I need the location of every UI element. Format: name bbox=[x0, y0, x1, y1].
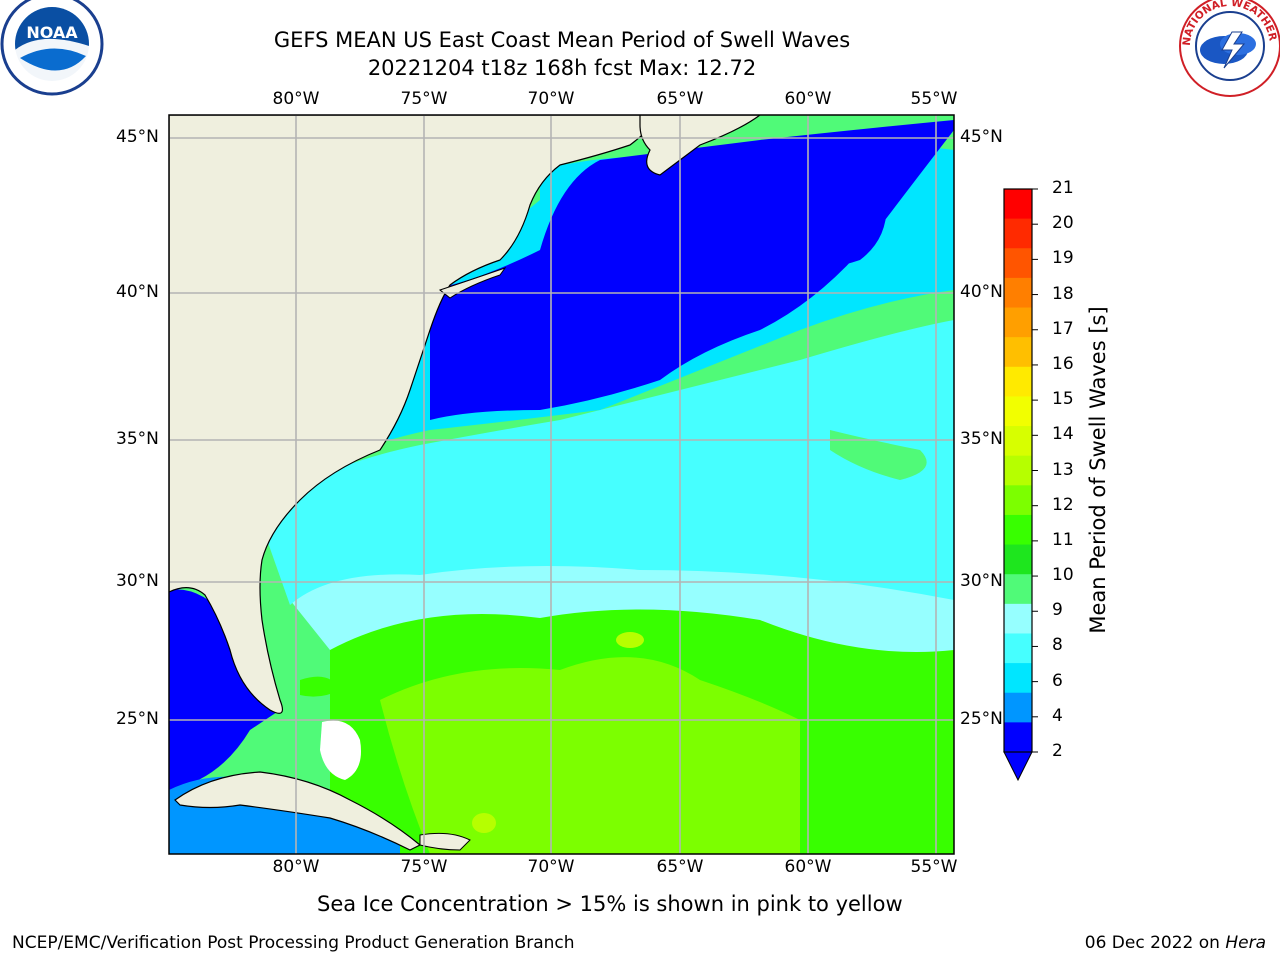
colorbar-segment bbox=[1004, 574, 1032, 605]
lon-label-bottom: 80°W bbox=[272, 857, 320, 877]
nova-scotia-land bbox=[639, 115, 762, 176]
colorbar-segment bbox=[1004, 544, 1032, 575]
colorbar-tick-label: 21 bbox=[1052, 178, 1074, 198]
colorbar-tick-label: 19 bbox=[1052, 248, 1074, 269]
lat-label-right: 45°N bbox=[960, 127, 1003, 147]
lon-label-bottom: 65°W bbox=[656, 857, 704, 877]
colorbar-segment bbox=[1004, 277, 1032, 309]
colorbar-segment bbox=[1004, 603, 1032, 634]
lon-label-top: 70°W bbox=[527, 89, 575, 109]
colorbar-tick-label: 11 bbox=[1052, 529, 1074, 550]
lon-label-top: 60°W bbox=[784, 89, 832, 109]
lat-label-left: 45°N bbox=[116, 127, 159, 147]
noaa-logo-text: NOAA bbox=[26, 23, 78, 42]
colorbar-tick-label: 8 bbox=[1052, 635, 1063, 656]
footer-date-text: 06 Dec 2022 on bbox=[1084, 933, 1226, 953]
colorbar-title: Mean Period of Swell Waves [s] bbox=[1086, 306, 1110, 634]
nws-logo-text: NATIONAL WEATHER SERVICE bbox=[0, 0, 1279, 46]
footer-machine: Hera bbox=[1225, 933, 1266, 953]
nws-logo: NATIONAL WEATHER SERVICE bbox=[0, 0, 1280, 97]
lon-label-bottom: 55°W bbox=[910, 857, 958, 877]
lat-label-right: 25°N bbox=[960, 709, 1003, 729]
bahamas-shallow bbox=[320, 720, 361, 780]
colorbar-tick-label: 2 bbox=[1052, 741, 1063, 761]
colorbar-segment bbox=[1004, 396, 1032, 427]
colorbar-segment bbox=[1004, 633, 1032, 664]
colorbar-tick-label: 12 bbox=[1052, 494, 1074, 515]
colorbar-segment bbox=[1004, 722, 1032, 753]
chart-title-line1: GEFS MEAN US East Coast Mean Period of S… bbox=[273, 28, 851, 52]
lat-label-left: 40°N bbox=[116, 282, 159, 302]
swell-6s-region bbox=[260, 320, 954, 605]
colorbar bbox=[1003, 188, 1038, 782]
colorbar-tick-label: 16 bbox=[1052, 353, 1074, 374]
chart-title-line2: 20221204 t18z 168h fcst Max: 12.72 bbox=[367, 56, 757, 80]
colorbar-segment bbox=[1004, 337, 1032, 368]
lon-label-top: 65°W bbox=[656, 89, 704, 109]
colorbar-tick-label: 6 bbox=[1052, 670, 1063, 691]
colorbar-tick-label: 17 bbox=[1052, 318, 1074, 339]
colorbar-segment bbox=[1004, 663, 1032, 694]
colorbar-tick-label: 20 bbox=[1052, 213, 1074, 234]
colorbar-tick-label: 13 bbox=[1052, 459, 1074, 480]
colorbar-extend-triangle bbox=[1003, 751, 1033, 782]
lon-label-bottom: 60°W bbox=[784, 857, 832, 877]
gulf-of-mexico-low-swell bbox=[169, 589, 280, 790]
colorbar-tick-label: 9 bbox=[1052, 600, 1063, 621]
lon-label-bottom: 70°W bbox=[527, 857, 575, 877]
colorbar-tick-label: 18 bbox=[1052, 283, 1074, 304]
swell-12s-region bbox=[380, 657, 800, 854]
colorbar-segment bbox=[1004, 366, 1032, 397]
colorbar-tick-label: 10 bbox=[1052, 565, 1074, 586]
sea-ice-note: Sea Ice Concentration > 15% is shown in … bbox=[317, 892, 903, 916]
colorbar-segment bbox=[1004, 426, 1032, 457]
lon-label-top: 80°W bbox=[272, 89, 320, 109]
colorbar-segment bbox=[1004, 485, 1032, 516]
colorbar-tick-label: 15 bbox=[1052, 389, 1074, 410]
lat-label-right: 35°N bbox=[960, 429, 1003, 449]
lon-label-top: 55°W bbox=[910, 89, 958, 109]
lat-label-left: 35°N bbox=[116, 429, 159, 449]
colorbar-segment bbox=[1004, 248, 1032, 279]
lat-label-left: 25°N bbox=[116, 709, 159, 729]
map-frame bbox=[168, 114, 955, 855]
colorbar-segment bbox=[1004, 218, 1032, 249]
lat-label-left: 30°N bbox=[116, 571, 159, 591]
lat-label-right: 40°N bbox=[960, 282, 1003, 302]
graticule bbox=[169, 115, 954, 854]
noaa-logo: NOAA bbox=[0, 0, 104, 96]
colorbar-segment bbox=[1004, 692, 1032, 723]
colorbar-tick-label: 4 bbox=[1052, 705, 1063, 726]
map-area bbox=[169, 115, 954, 854]
lon-label-bottom: 75°W bbox=[400, 857, 448, 877]
footer-date: 06 Dec 2022 on Hera bbox=[1085, 933, 1266, 953]
colorbar-tick-label: 14 bbox=[1052, 424, 1074, 445]
lon-label-top: 75°W bbox=[400, 89, 448, 109]
footer-credit: NCEP/EMC/Verification Post Processing Pr… bbox=[12, 933, 575, 953]
colorbar-segment bbox=[1004, 307, 1032, 338]
colorbar-segment bbox=[1004, 514, 1032, 546]
colorbar-segment bbox=[1004, 455, 1032, 486]
colorbar-segment bbox=[1004, 189, 1032, 220]
north-america-land bbox=[169, 115, 661, 714]
lat-label-right: 30°N bbox=[960, 571, 1003, 591]
